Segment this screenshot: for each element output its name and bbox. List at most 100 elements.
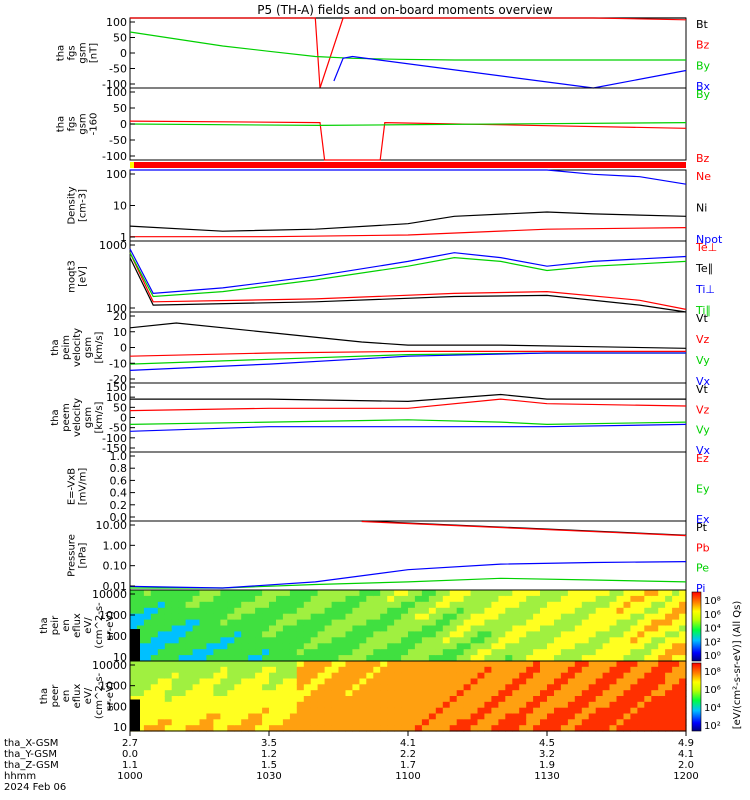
spectrogram-cell [234, 619, 242, 627]
spectrogram-cell [143, 672, 152, 680]
spectrogram-cell [206, 707, 214, 715]
spectrogram-cell [157, 643, 166, 650]
spectrogram-cell [255, 655, 263, 662]
spectrogram-cell [512, 590, 520, 597]
spectrogram-cell [310, 637, 319, 644]
spectrogram-cell [262, 601, 270, 609]
spectrogram-cell [421, 619, 430, 627]
spectrogram-cell [616, 590, 624, 597]
spectrogram-cell [227, 666, 235, 674]
spectrogram-cell [136, 661, 145, 668]
series-line-by [129, 31, 686, 61]
spectrogram-cell [338, 701, 346, 709]
spectrogram-cell [498, 619, 506, 627]
spectrogram-cell [581, 701, 590, 709]
spectrogram-cell [644, 625, 652, 632]
spectrogram-cell [463, 684, 472, 691]
spectrogram-cell [609, 725, 617, 732]
spectrogram-cell [234, 595, 242, 603]
y-axis-label: Pressure [67, 534, 78, 577]
spectrogram-cell [428, 607, 437, 615]
spectrogram-cell [588, 643, 597, 650]
spectrogram-cell [366, 719, 374, 726]
spectrogram-cell [241, 595, 249, 603]
spectrogram-cell [401, 666, 409, 674]
spectrogram-cell [491, 725, 499, 732]
spectrogram-cell [227, 696, 235, 703]
spectrogram-cell [171, 595, 180, 603]
panel-frame [129, 87, 687, 161]
spectrogram-cell [449, 661, 458, 668]
spectrogram-cell [213, 701, 221, 709]
spectrogram-cell [623, 637, 631, 644]
spectrogram-cell [470, 601, 479, 609]
spectrogram-cell [331, 678, 340, 685]
spectrogram-cell [595, 666, 604, 674]
spectrogram-cell [324, 613, 333, 621]
spectrogram-cell [651, 601, 659, 609]
spectrogram-cell [394, 601, 402, 609]
spectrogram-cell [498, 672, 506, 680]
spectrogram-cell [581, 619, 590, 627]
spectrogram-cell [394, 590, 402, 597]
spectrogram-cell [491, 661, 499, 668]
spectrogram-cell [248, 631, 256, 638]
spectrogram-cell [526, 719, 534, 726]
spectrogram-cell [289, 701, 298, 709]
spectrogram-cell [359, 625, 367, 632]
spectrogram-cell [408, 643, 416, 650]
spectrogram-cell [602, 725, 611, 732]
spectrogram-cell [387, 637, 395, 644]
spectrogram-cell [178, 607, 187, 615]
spectrogram-cell [505, 725, 513, 732]
spectrogram-cell [595, 701, 604, 709]
spectrogram-cell [143, 678, 152, 685]
spectrogram-cell [526, 637, 534, 644]
spectrogram-cell [442, 690, 451, 697]
spectrogram-cell [644, 719, 652, 726]
spectrogram-cell [442, 719, 451, 726]
spectrogram-cell [644, 607, 652, 615]
spectrogram-cell [560, 631, 569, 638]
spectrogram-cell [373, 696, 381, 703]
spectrogram-cell [387, 719, 395, 726]
spectrogram-cell [241, 643, 249, 650]
spectrogram-cell [463, 678, 472, 685]
spectrogram-cell [255, 649, 263, 656]
spectrogram-cell [456, 643, 465, 650]
legend-entry: Vx [696, 375, 711, 388]
spectrogram-cell [672, 661, 680, 668]
spectrogram-cell [317, 643, 326, 650]
spectrogram-cell [505, 590, 513, 597]
spectrogram-cell [310, 713, 319, 720]
spectrogram-cell [435, 613, 444, 621]
series-line-ti [129, 248, 687, 295]
spectrogram-cell [296, 590, 305, 597]
spectrogram-cell [241, 696, 249, 703]
spectrogram-cell [289, 719, 298, 726]
spectrogram-cell [581, 631, 590, 638]
spectrogram-cell [136, 643, 145, 650]
spectrogram-cell [540, 590, 548, 597]
spectrogram-cell [547, 613, 555, 621]
spectrogram-cell [373, 601, 381, 609]
colorbar-tick-label: 10⁴ [704, 624, 721, 635]
spectrogram-cell [602, 678, 611, 685]
spectrogram-cell [456, 672, 465, 680]
spectrogram-cell [380, 661, 388, 668]
spectrogram-cell [567, 725, 576, 732]
spectrogram-cell [533, 672, 541, 680]
spectrogram-cell [130, 619, 138, 627]
spectrogram-cell [324, 655, 333, 662]
spectrogram-cell [269, 684, 277, 691]
spectrogram-cell [560, 719, 569, 726]
spectrogram-cell [164, 696, 173, 703]
spectrogram-cell [192, 613, 201, 621]
y-tick-label: -100 [102, 78, 127, 91]
spectrogram-cell [449, 713, 458, 720]
spectrogram-cell [644, 707, 652, 715]
spectrogram-cell [421, 590, 430, 597]
spectrogram-cell [255, 696, 263, 703]
spectrogram-cell [234, 707, 242, 715]
